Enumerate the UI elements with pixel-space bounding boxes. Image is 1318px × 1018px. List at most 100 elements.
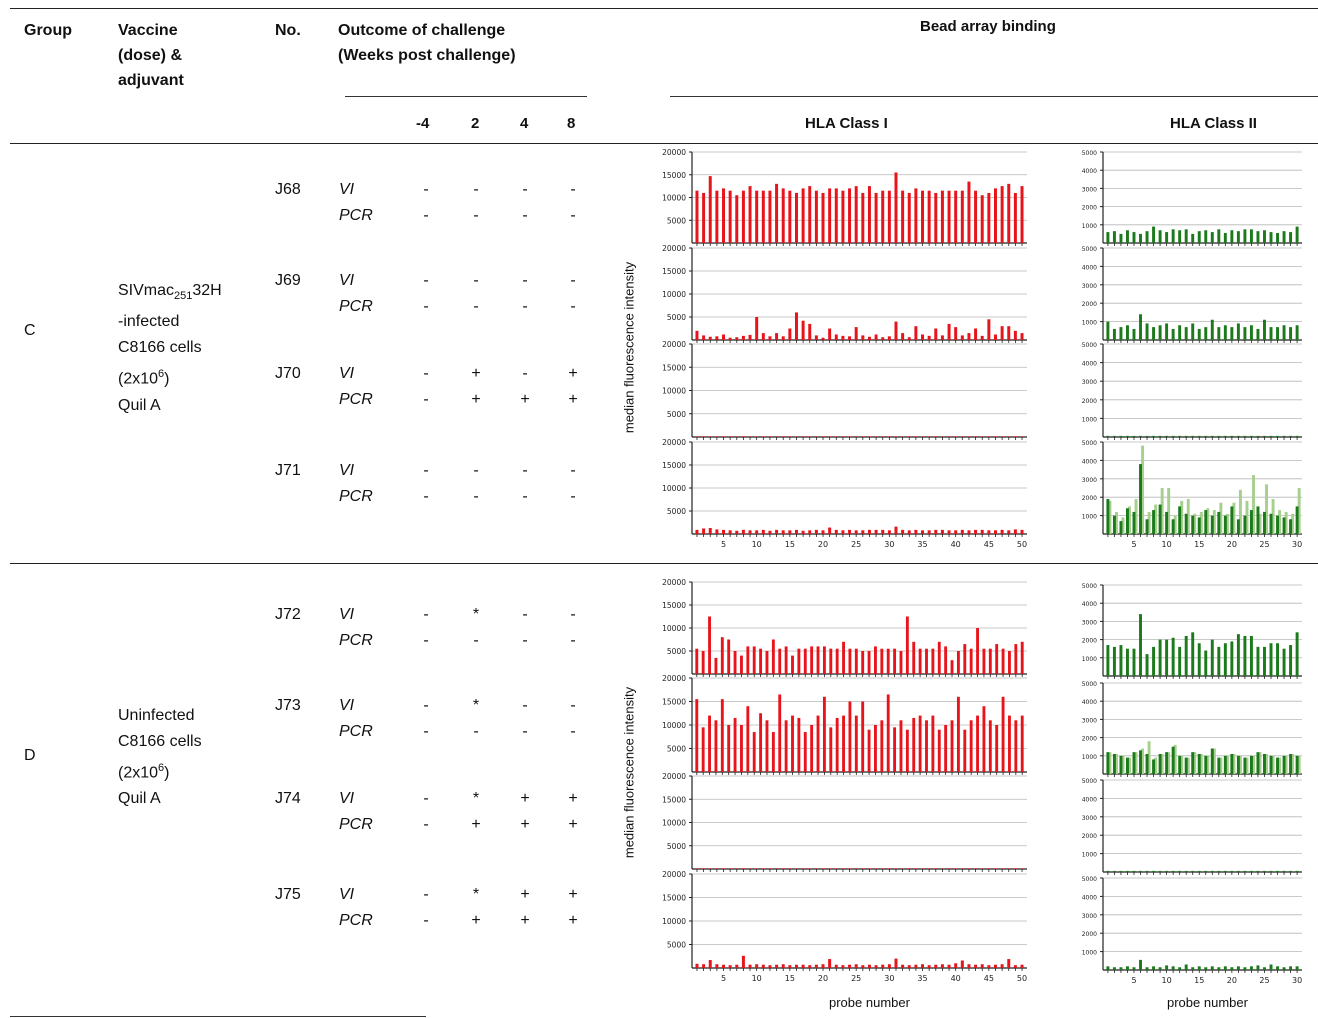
bar-light bbox=[1167, 488, 1171, 534]
bar bbox=[1119, 327, 1123, 340]
bar-light bbox=[1186, 499, 1190, 534]
bar bbox=[741, 868, 745, 869]
bar bbox=[788, 530, 792, 534]
x-tick-label: 30 bbox=[884, 540, 894, 549]
bar bbox=[1289, 519, 1293, 534]
bar bbox=[931, 648, 935, 674]
bar bbox=[715, 436, 719, 437]
bar bbox=[702, 192, 706, 243]
bar bbox=[771, 732, 775, 772]
bar bbox=[1171, 435, 1175, 437]
bar bbox=[1119, 755, 1123, 774]
animal-id: J70 bbox=[275, 365, 301, 382]
animal-id: J73 bbox=[275, 697, 301, 714]
x-tick-label: 30 bbox=[1292, 976, 1302, 985]
bar bbox=[1289, 435, 1293, 437]
bar-light bbox=[1141, 748, 1145, 774]
y-tick-label: 15000 bbox=[662, 601, 686, 610]
bar bbox=[759, 713, 763, 772]
bar bbox=[987, 319, 991, 340]
bar bbox=[728, 190, 732, 243]
bar bbox=[727, 639, 731, 674]
bar bbox=[822, 696, 826, 772]
bar bbox=[947, 190, 951, 243]
bar bbox=[1112, 328, 1116, 340]
bar bbox=[771, 639, 775, 674]
bar bbox=[954, 868, 958, 869]
x-tick-label: 50 bbox=[1017, 540, 1027, 549]
header-no: No. bbox=[275, 22, 301, 39]
bar bbox=[1106, 321, 1110, 340]
bar bbox=[748, 334, 752, 340]
bar-light bbox=[1291, 753, 1295, 774]
bar bbox=[702, 436, 706, 437]
bar bbox=[714, 720, 718, 772]
bar bbox=[969, 720, 973, 772]
group-label: D bbox=[24, 747, 36, 764]
bar bbox=[702, 868, 706, 869]
y-tick-label: 5000 bbox=[667, 313, 686, 322]
bar bbox=[1119, 870, 1123, 872]
bar bbox=[901, 964, 905, 968]
bar bbox=[1289, 753, 1293, 774]
bar bbox=[797, 648, 801, 674]
pcr-result-mark: - bbox=[423, 723, 429, 740]
bar bbox=[894, 172, 898, 243]
x-tick-label: 10 bbox=[1162, 540, 1172, 549]
bar bbox=[1119, 645, 1123, 676]
bar bbox=[1249, 510, 1253, 534]
bar bbox=[886, 648, 890, 674]
bar bbox=[1236, 323, 1240, 340]
bar bbox=[1139, 870, 1142, 872]
bar bbox=[1152, 435, 1156, 437]
vaccine-description: Uninfected C8166 cells (2x106) Quil A bbox=[118, 703, 202, 812]
bar bbox=[1145, 870, 1149, 872]
vi-result-mark: - bbox=[473, 181, 479, 198]
bar bbox=[735, 195, 739, 243]
x-tick-label: 20 bbox=[818, 974, 828, 983]
bar bbox=[761, 529, 765, 534]
bar bbox=[1020, 436, 1024, 437]
bar bbox=[1269, 870, 1273, 872]
bar bbox=[905, 616, 909, 674]
bar bbox=[835, 717, 839, 772]
bar bbox=[794, 964, 798, 968]
bar bbox=[887, 530, 891, 534]
bar bbox=[708, 960, 712, 968]
bar bbox=[1184, 870, 1188, 872]
bar bbox=[1204, 435, 1208, 437]
bar bbox=[1000, 529, 1004, 534]
bar bbox=[1191, 233, 1195, 243]
bar bbox=[1013, 192, 1017, 243]
bar bbox=[1217, 967, 1221, 970]
bar bbox=[1236, 755, 1240, 774]
pcr-row-label: PCR bbox=[339, 723, 373, 740]
bar bbox=[702, 335, 706, 340]
bar bbox=[728, 436, 732, 437]
bar bbox=[1007, 183, 1011, 243]
bar bbox=[974, 436, 978, 437]
bar bbox=[1210, 515, 1214, 534]
vi-row-label: VI bbox=[339, 462, 355, 479]
bar-light bbox=[1173, 744, 1177, 774]
bar bbox=[1256, 752, 1260, 774]
bar bbox=[1276, 643, 1280, 676]
bar bbox=[960, 190, 964, 243]
bar bbox=[1243, 635, 1247, 676]
bar-light bbox=[1199, 753, 1203, 774]
bar bbox=[881, 337, 885, 340]
bar bbox=[821, 192, 825, 243]
pcr-result-mark: - bbox=[570, 723, 576, 740]
bar bbox=[755, 964, 759, 968]
y-tick-label: 3000 bbox=[1082, 913, 1097, 920]
bar bbox=[954, 436, 958, 437]
bar-light bbox=[1225, 755, 1229, 774]
bar bbox=[1178, 230, 1182, 243]
bar bbox=[1139, 314, 1142, 340]
bar bbox=[881, 529, 885, 534]
y-tick-label: 3000 bbox=[1082, 815, 1097, 822]
bar bbox=[848, 868, 852, 869]
bar bbox=[714, 657, 718, 674]
bar bbox=[695, 868, 699, 869]
